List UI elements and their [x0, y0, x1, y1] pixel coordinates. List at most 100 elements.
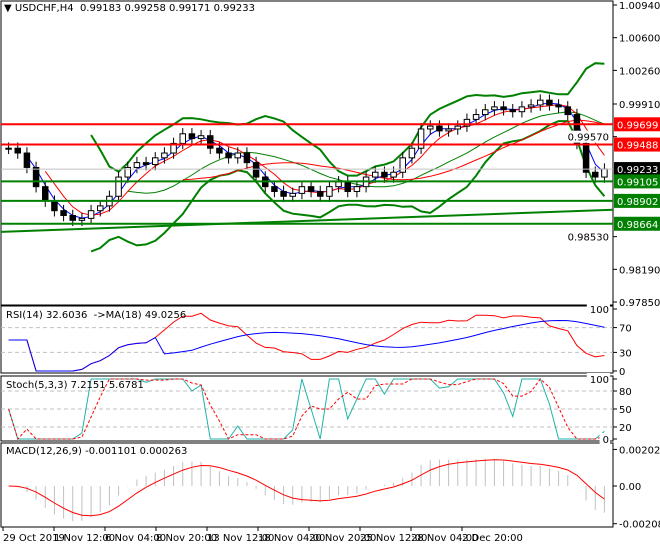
- panel-frame-3: [0, 442, 614, 528]
- candle-body: [307, 186, 315, 192]
- moving-average-fast: [26, 102, 605, 219]
- rsi-tick-label: 70: [619, 324, 632, 335]
- candle-body: [5, 147, 12, 150]
- rsi-tick-label: 100: [590, 305, 609, 316]
- collapse-triangle-icon[interactable]: ▼: [4, 3, 12, 14]
- level-badge: [614, 174, 660, 189]
- candle-body: [161, 152, 168, 159]
- candle-body: [97, 205, 104, 212]
- candle-body: [87, 210, 95, 219]
- price-tick-label: 0.97850: [619, 298, 660, 309]
- stoch-signal-line: [8, 378, 605, 440]
- time-tick-label: 20 Nov 20:00: [309, 533, 376, 544]
- close-value: 0.99233: [213, 3, 255, 14]
- time-tick-label: 25 Nov 12:00: [360, 533, 427, 544]
- candle-body: [372, 171, 379, 178]
- level-badge: [614, 137, 660, 152]
- bollinger-upper-band: [90, 62, 605, 177]
- macd-tick-label: 0.002021: [619, 445, 660, 456]
- candle-body: [271, 186, 278, 192]
- panel-frame-0: [0, 0, 614, 306]
- level-label: 0.99488: [617, 141, 658, 152]
- open-value: 0.99183: [79, 3, 122, 14]
- stoch-tick-label: 80: [619, 387, 632, 398]
- candle-body: [207, 135, 214, 149]
- candle-body: [390, 171, 397, 178]
- candle-body: [592, 171, 599, 178]
- candle-body: [491, 106, 498, 111]
- candle-body: [78, 217, 86, 221]
- high-value: 0.99258: [124, 3, 166, 14]
- stoch-tick-label-bg: [586, 373, 610, 385]
- candle-body: [152, 157, 159, 166]
- level-badge: [614, 117, 660, 132]
- candle-body: [546, 99, 553, 106]
- rsi-tick-label: 30: [619, 348, 632, 359]
- level-badge: [614, 193, 660, 208]
- candle-body: [601, 168, 608, 178]
- candle-body: [381, 171, 388, 178]
- candle-body: [243, 152, 251, 164]
- price-tick-label: 1.00600: [619, 34, 660, 45]
- rsi-tick-label-bg: [586, 303, 610, 315]
- candle-body: [42, 186, 49, 202]
- macd-signal-line: [8, 459, 605, 517]
- time-tick-label: 29 Oct 2019: [3, 533, 65, 544]
- candle-body: [280, 190, 287, 197]
- candle-body: [463, 118, 471, 127]
- candle-body: [399, 157, 406, 173]
- candle-body: [115, 176, 122, 197]
- candle-body: [317, 190, 324, 197]
- low-value: 0.99171: [169, 3, 211, 14]
- candle-body: [509, 109, 516, 113]
- time-tick-label: 6 Nov 04:00: [105, 533, 166, 544]
- rsi-tick-label: 0: [619, 367, 625, 378]
- candle-body: [500, 106, 507, 111]
- candle-body: [353, 186, 361, 192]
- panel-frame-1: [0, 305, 614, 374]
- time-tick-label: 18 Nov 04:00: [258, 533, 325, 544]
- candle-body: [436, 125, 443, 132]
- candle-body: [289, 192, 296, 197]
- stoch-tick-label: 0: [603, 435, 609, 446]
- candle-body: [179, 133, 186, 144]
- price-tick-label: 0.98530: [568, 233, 609, 244]
- stoch-main-line: [8, 378, 605, 440]
- candle-body: [417, 128, 425, 149]
- candle-body: [225, 152, 232, 159]
- price-tick-label: 0.99910: [619, 100, 660, 111]
- candle-body: [537, 99, 544, 106]
- candle-body: [188, 133, 196, 140]
- level-badge: [614, 216, 660, 231]
- candle-body: [197, 135, 205, 140]
- candle-body: [124, 166, 131, 178]
- candle-body: [326, 186, 333, 197]
- stoch-tick-label: 20: [619, 423, 632, 434]
- symbol-label: USDCHF,H4: [14, 3, 74, 14]
- price-tick-label: 1.00260: [619, 66, 660, 77]
- candle-body: [582, 142, 590, 173]
- stoch-label: Stoch(5,3,3) 7.2151 5.6781: [6, 380, 144, 391]
- time-tick-label: 2 Dec 20:00: [462, 533, 523, 544]
- candle-body: [445, 128, 452, 132]
- candle-body: [335, 181, 342, 188]
- price-tick-label: 0.98190: [619, 265, 660, 276]
- candle-body: [216, 147, 223, 154]
- chart-header: ▼ USDCHF,H4 0.99183 0.99258 0.99171 0.99…: [4, 3, 255, 14]
- candle-body: [527, 104, 535, 108]
- candle-body: [454, 125, 461, 130]
- price-tick-label-bg: [561, 230, 610, 243]
- macd-tick-label: -0.002083: [619, 520, 660, 531]
- time-tick-label: 1 Nov 12:00: [54, 533, 115, 544]
- candle-body: [427, 125, 434, 130]
- candle-body: [14, 147, 21, 154]
- candle-body: [133, 162, 141, 168]
- price-tick-label: 1.00940: [619, 1, 660, 12]
- time-tick-label: 8 Nov 20:00: [156, 533, 217, 544]
- stoch-tick-label-bg: [599, 433, 610, 445]
- candle-body: [51, 200, 58, 212]
- level-label: 0.98664: [617, 220, 658, 231]
- price-tick-label: 0.99570: [568, 133, 609, 144]
- macd-label: MACD(12,26,9) -0.001101 0.000263: [6, 446, 188, 457]
